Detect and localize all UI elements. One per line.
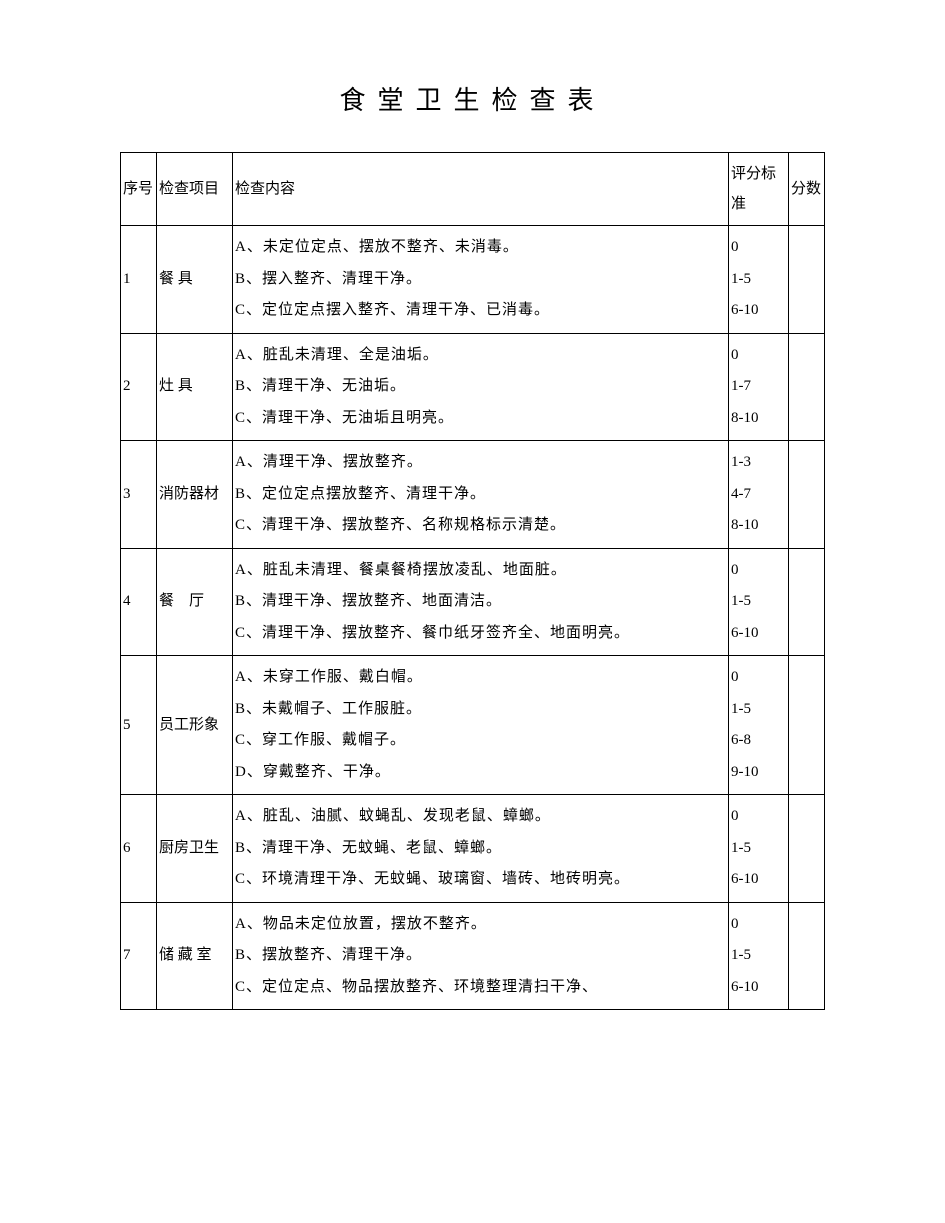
content-line: B、清理干净、无蚊蝇、老鼠、蟑螂。 xyxy=(235,833,726,865)
content-line: C、清理干净、摆放整齐、名称规格标示清楚。 xyxy=(235,510,726,542)
table-row: 3消防器材A、清理干净、摆放整齐。B、定位定点摆放整齐、清理干净。C、清理干净、… xyxy=(121,441,825,549)
content-line: A、未穿工作服、戴白帽。 xyxy=(235,662,726,694)
cell-standard: 01-78-10 xyxy=(729,333,789,441)
table-row: 7储 藏 室A、物品未定位放置，摆放不整齐。B、摆放整齐、清理干净。C、定位定点… xyxy=(121,902,825,1010)
cell-item: 消防器材 xyxy=(157,441,233,549)
standard-line: 1-5 xyxy=(731,694,786,726)
cell-content: A、物品未定位放置，摆放不整齐。B、摆放整齐、清理干净。C、定位定点、物品摆放整… xyxy=(233,902,729,1010)
cell-seq: 6 xyxy=(121,795,157,903)
cell-standard: 01-56-89-10 xyxy=(729,656,789,795)
content-line: D、穿戴整齐、干净。 xyxy=(235,757,726,789)
standard-line: 6-10 xyxy=(731,618,786,650)
standard-line: 6-10 xyxy=(731,864,786,896)
content-line: A、清理干净、摆放整齐。 xyxy=(235,447,726,479)
cell-item: 灶 具 xyxy=(157,333,233,441)
standard-line: 8-10 xyxy=(731,510,786,542)
standard-line: 1-5 xyxy=(731,586,786,618)
standard-line: 0 xyxy=(731,555,786,587)
cell-standard: 01-56-10 xyxy=(729,795,789,903)
content-line: C、定位定点摆入整齐、清理干净、已消毒。 xyxy=(235,295,726,327)
cell-item: 储 藏 室 xyxy=(157,902,233,1010)
header-score: 分数 xyxy=(789,153,825,226)
cell-item: 厨房卫生 xyxy=(157,795,233,903)
content-line: A、脏乱未清理、全是油垢。 xyxy=(235,340,726,372)
standard-line: 1-5 xyxy=(731,264,786,296)
cell-standard: 01-56-10 xyxy=(729,226,789,334)
content-line: B、定位定点摆放整齐、清理干净。 xyxy=(235,479,726,511)
standard-line: 0 xyxy=(731,232,786,264)
cell-item: 餐 厅 xyxy=(157,548,233,656)
page-title: 食堂卫生检查表 xyxy=(120,80,825,117)
table-row: 2灶 具A、脏乱未清理、全是油垢。B、清理干净、无油垢。C、清理干净、无油垢且明… xyxy=(121,333,825,441)
standard-line: 1-3 xyxy=(731,447,786,479)
standard-line: 4-7 xyxy=(731,479,786,511)
content-line: C、定位定点、物品摆放整齐、环境整理清扫干净、 xyxy=(235,972,726,1004)
cell-content: A、未定位定点、摆放不整齐、未消毒。B、摆入整齐、清理干净。C、定位定点摆入整齐… xyxy=(233,226,729,334)
cell-item: 餐 具 xyxy=(157,226,233,334)
header-content: 检查内容 xyxy=(233,153,729,226)
table-header-row: 序号 检查项目 检查内容 评分标准 分数 xyxy=(121,153,825,226)
cell-score[interactable] xyxy=(789,902,825,1010)
standard-line: 1-5 xyxy=(731,940,786,972)
cell-item: 员工形象 xyxy=(157,656,233,795)
cell-content: A、脏乱未清理、餐桌餐椅摆放凌乱、地面脏。B、清理干净、摆放整齐、地面清洁。C、… xyxy=(233,548,729,656)
cell-seq: 4 xyxy=(121,548,157,656)
cell-seq: 3 xyxy=(121,441,157,549)
table-row: 6厨房卫生A、脏乱、油腻、蚊蝇乱、发现老鼠、蟑螂。B、清理干净、无蚊蝇、老鼠、蟑… xyxy=(121,795,825,903)
content-line: B、未戴帽子、工作服脏。 xyxy=(235,694,726,726)
cell-content: A、脏乱、油腻、蚊蝇乱、发现老鼠、蟑螂。B、清理干净、无蚊蝇、老鼠、蟑螂。C、环… xyxy=(233,795,729,903)
standard-line: 0 xyxy=(731,801,786,833)
cell-score[interactable] xyxy=(789,226,825,334)
cell-seq: 2 xyxy=(121,333,157,441)
standard-line: 1-7 xyxy=(731,371,786,403)
content-line: C、清理干净、摆放整齐、餐巾纸牙签齐全、地面明亮。 xyxy=(235,618,726,650)
cell-score[interactable] xyxy=(789,333,825,441)
content-line: B、清理干净、无油垢。 xyxy=(235,371,726,403)
standard-line: 6-10 xyxy=(731,295,786,327)
cell-content: A、未穿工作服、戴白帽。B、未戴帽子、工作服脏。C、穿工作服、戴帽子。D、穿戴整… xyxy=(233,656,729,795)
standard-line: 0 xyxy=(731,662,786,694)
header-standard: 评分标准 xyxy=(729,153,789,226)
cell-standard: 01-56-10 xyxy=(729,902,789,1010)
content-line: A、物品未定位放置，摆放不整齐。 xyxy=(235,909,726,941)
standard-line: 0 xyxy=(731,340,786,372)
cell-standard: 01-56-10 xyxy=(729,548,789,656)
content-line: A、脏乱、油腻、蚊蝇乱、发现老鼠、蟑螂。 xyxy=(235,801,726,833)
content-line: A、未定位定点、摆放不整齐、未消毒。 xyxy=(235,232,726,264)
standard-line: 8-10 xyxy=(731,403,786,435)
content-line: C、清理干净、无油垢且明亮。 xyxy=(235,403,726,435)
cell-standard: 1-34-78-10 xyxy=(729,441,789,549)
content-line: B、摆放整齐、清理干净。 xyxy=(235,940,726,972)
standard-line: 0 xyxy=(731,909,786,941)
cell-score[interactable] xyxy=(789,441,825,549)
cell-seq: 5 xyxy=(121,656,157,795)
content-line: B、摆入整齐、清理干净。 xyxy=(235,264,726,296)
inspection-table: 序号 检查项目 检查内容 评分标准 分数 1餐 具A、未定位定点、摆放不整齐、未… xyxy=(120,152,825,1010)
cell-content: A、清理干净、摆放整齐。B、定位定点摆放整齐、清理干净。C、清理干净、摆放整齐、… xyxy=(233,441,729,549)
table-row: 1餐 具A、未定位定点、摆放不整齐、未消毒。B、摆入整齐、清理干净。C、定位定点… xyxy=(121,226,825,334)
cell-seq: 7 xyxy=(121,902,157,1010)
content-line: B、清理干净、摆放整齐、地面清洁。 xyxy=(235,586,726,618)
header-seq: 序号 xyxy=(121,153,157,226)
header-item: 检查项目 xyxy=(157,153,233,226)
table-row: 5员工形象A、未穿工作服、戴白帽。B、未戴帽子、工作服脏。C、穿工作服、戴帽子。… xyxy=(121,656,825,795)
cell-content: A、脏乱未清理、全是油垢。B、清理干净、无油垢。C、清理干净、无油垢且明亮。 xyxy=(233,333,729,441)
cell-score[interactable] xyxy=(789,656,825,795)
table-row: 4餐 厅A、脏乱未清理、餐桌餐椅摆放凌乱、地面脏。B、清理干净、摆放整齐、地面清… xyxy=(121,548,825,656)
standard-line: 6-8 xyxy=(731,725,786,757)
cell-score[interactable] xyxy=(789,548,825,656)
content-line: C、环境清理干净、无蚊蝇、玻璃窗、墙砖、地砖明亮。 xyxy=(235,864,726,896)
standard-line: 6-10 xyxy=(731,972,786,1004)
standard-line: 1-5 xyxy=(731,833,786,865)
cell-seq: 1 xyxy=(121,226,157,334)
content-line: A、脏乱未清理、餐桌餐椅摆放凌乱、地面脏。 xyxy=(235,555,726,587)
content-line: C、穿工作服、戴帽子。 xyxy=(235,725,726,757)
cell-score[interactable] xyxy=(789,795,825,903)
standard-line: 9-10 xyxy=(731,757,786,789)
